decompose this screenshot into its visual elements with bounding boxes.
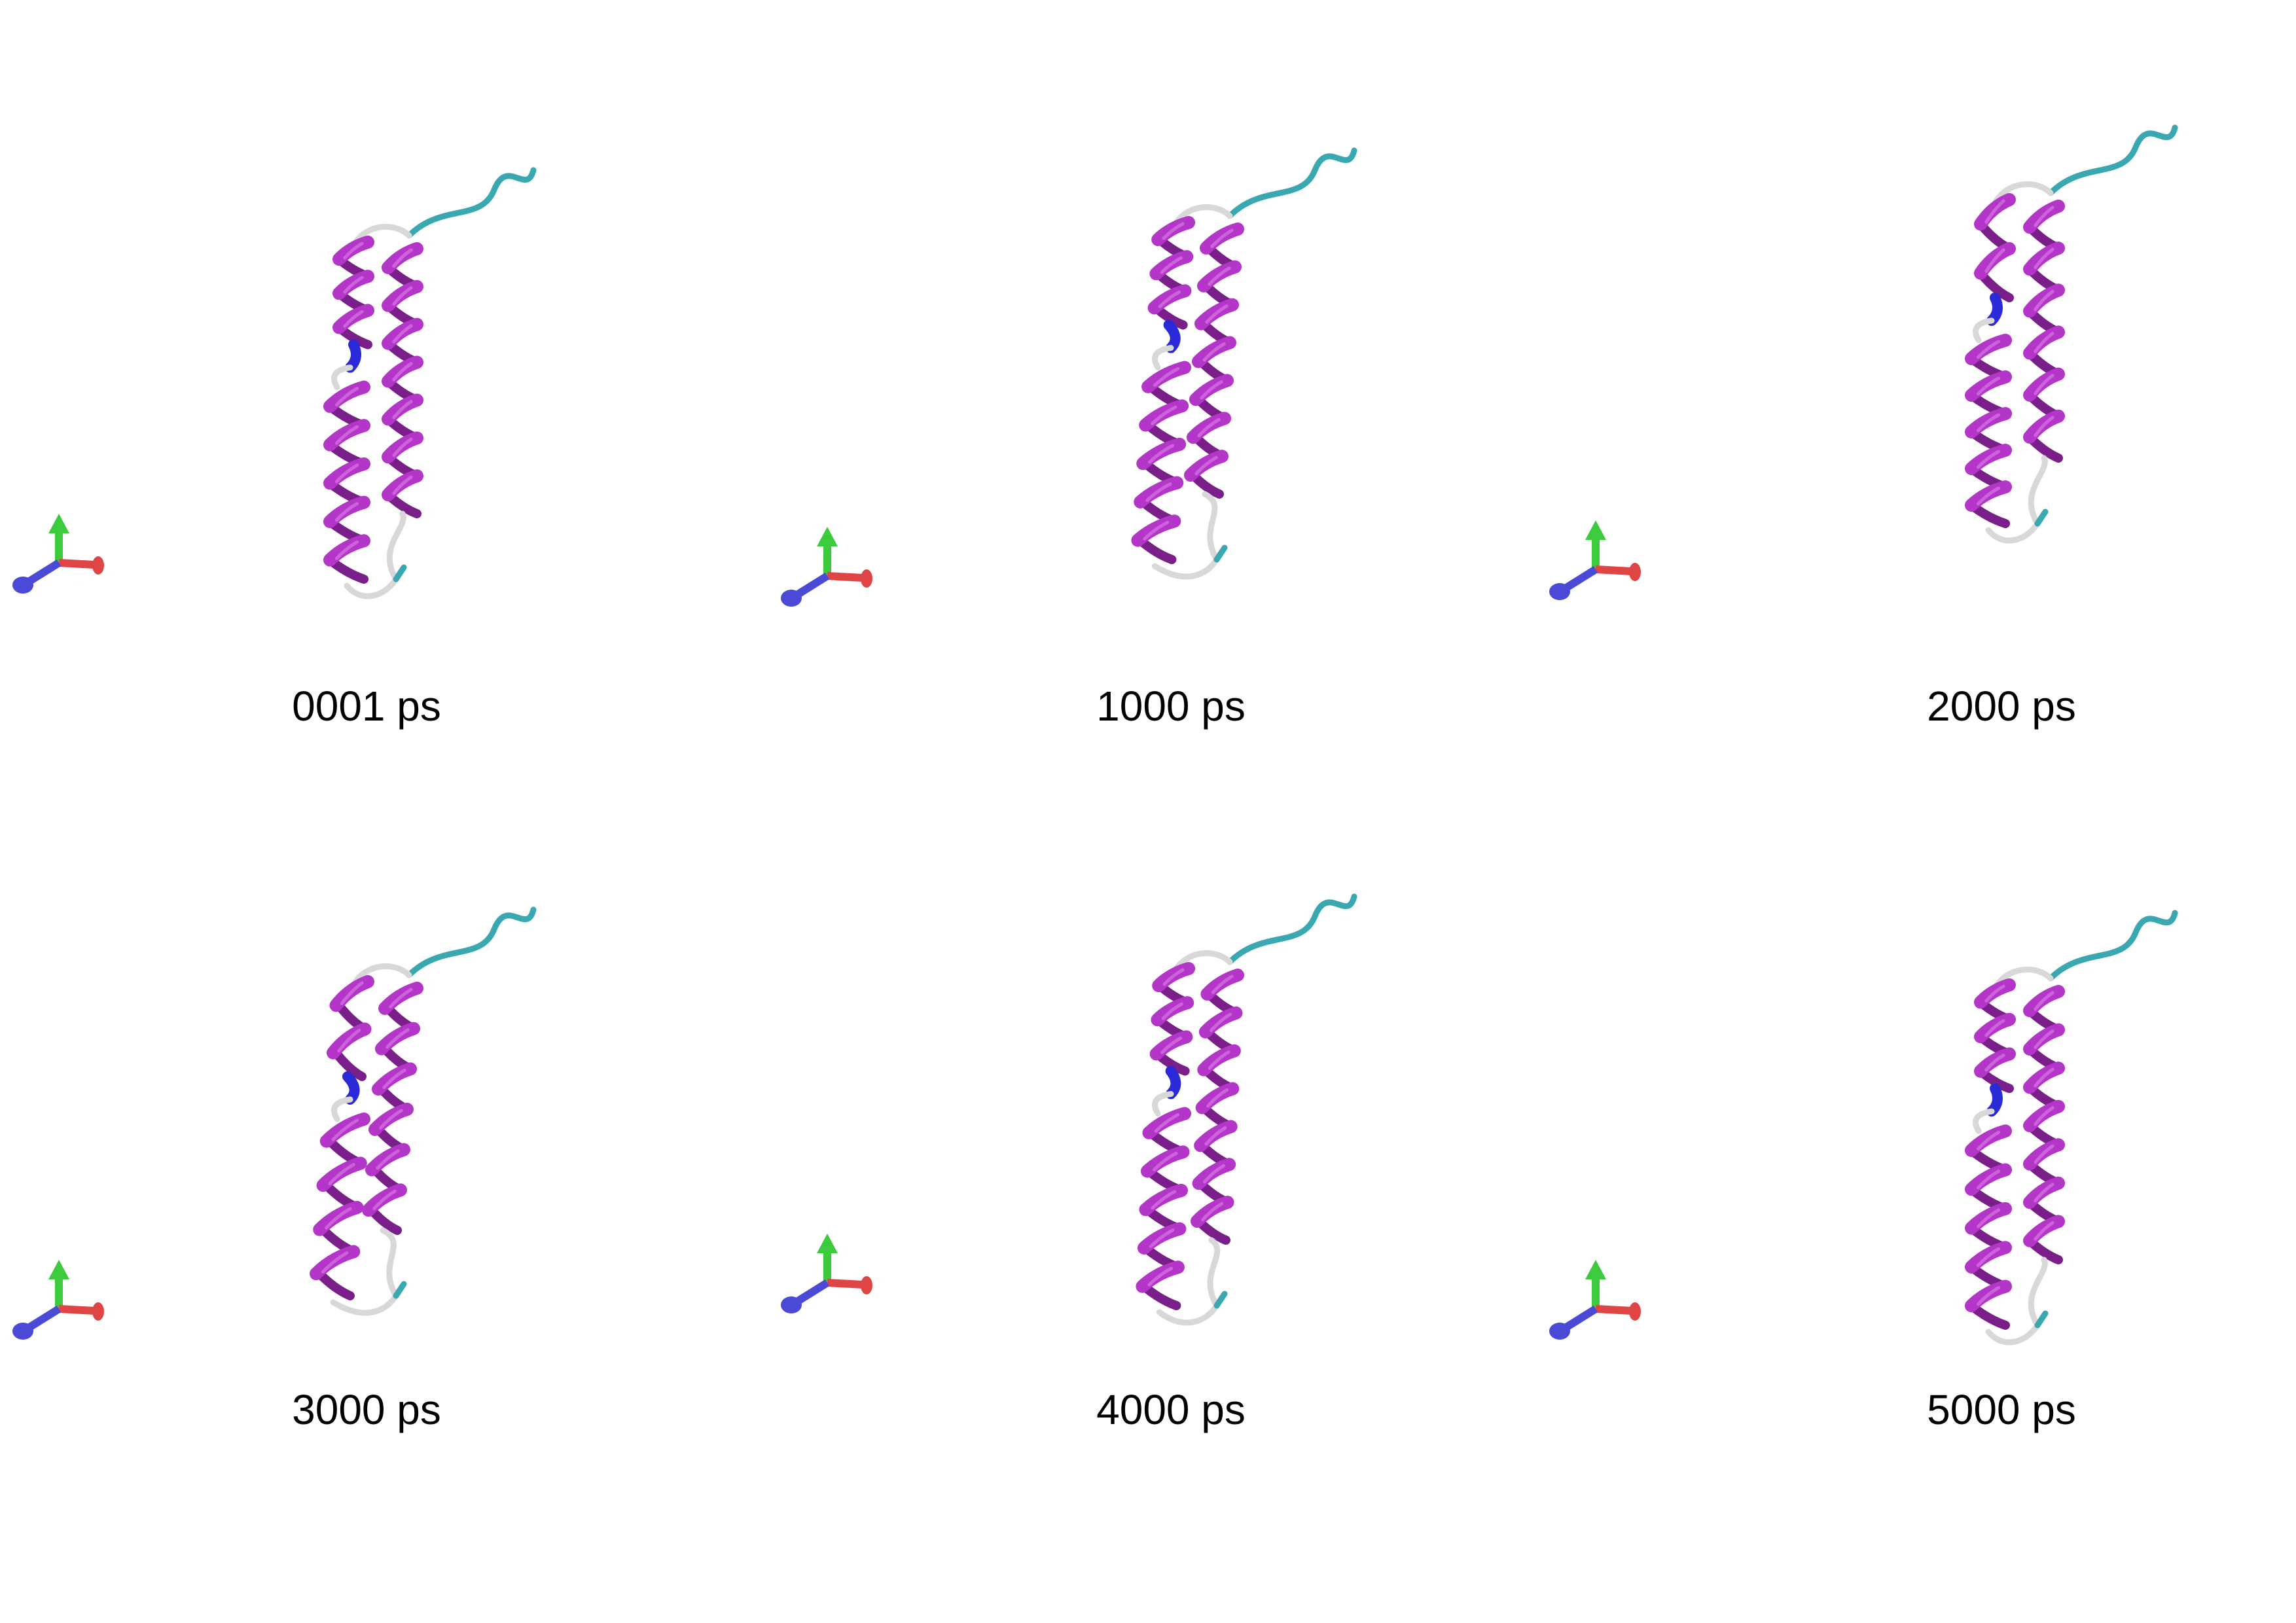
orientation-axes-icon	[1549, 1260, 1641, 1340]
time-label: 0001 ps	[292, 683, 441, 730]
turn-loop	[406, 906, 537, 978]
coil-loop	[331, 365, 353, 391]
alpha-helix	[362, 982, 423, 1235]
orientation-axes-icon	[1549, 520, 1641, 600]
protein-ribbon-structure	[12, 167, 537, 599]
turn-loop	[2034, 508, 2049, 527]
coil-loop	[344, 576, 399, 599]
turn-loop	[1213, 1291, 1228, 1309]
coil-loop	[1985, 520, 2041, 544]
310-helix-segment	[342, 1071, 360, 1105]
orientation-axes-icon	[781, 527, 872, 607]
coil-loop	[330, 1293, 399, 1316]
protein-ribbon-structure	[12, 906, 537, 1340]
310-helix-segment	[1986, 292, 2003, 326]
snapshot-panel: 2000 ps	[1530, 0, 2295, 730]
310-helix-segment	[1163, 319, 1181, 353]
coil-loop	[1151, 556, 1220, 580]
turn-loop	[393, 564, 407, 582]
310-helix-segment	[1165, 1065, 1181, 1099]
turn-loop	[393, 1281, 407, 1299]
turn-loop	[406, 167, 537, 239]
protein-ribbon-structure	[781, 893, 1357, 1326]
coil-loop	[1973, 1108, 1995, 1134]
310-helix-segment	[1986, 1083, 2003, 1117]
turn-loop	[1227, 147, 1357, 219]
alpha-helix	[310, 1113, 370, 1300]
time-label: 3000 ps	[292, 1386, 441, 1433]
snapshot-panel: 4000 ps	[765, 740, 1530, 1433]
alpha-helix	[1191, 969, 1244, 1245]
coil-loop	[331, 1096, 353, 1122]
time-label: 4000 ps	[1096, 1386, 1246, 1433]
alpha-helix	[1974, 978, 2016, 1094]
alpha-helix	[1965, 1124, 2012, 1330]
coil-loop	[1207, 1237, 1221, 1309]
alpha-helix	[327, 975, 374, 1081]
snapshot-panel: 5000 ps	[1530, 740, 2295, 1433]
turn-loop	[1227, 893, 1357, 965]
protein-ribbon-structure	[1549, 124, 2178, 600]
alpha-helix	[1149, 962, 1195, 1076]
alpha-helix	[332, 236, 374, 349]
alpha-helix	[1965, 333, 2012, 528]
turn-loop	[2047, 910, 2178, 982]
alpha-helix	[1974, 193, 2016, 302]
coil-loop	[1156, 1302, 1220, 1326]
coil-loop	[350, 963, 412, 988]
alpha-helix	[1147, 216, 1195, 330]
coil-loop	[2028, 1257, 2048, 1329]
orientation-axes-icon	[12, 514, 104, 594]
coil-loop	[1985, 1322, 2041, 1346]
coil-loop	[380, 1227, 399, 1299]
snapshot-panel: 3000 ps	[0, 740, 765, 1433]
coil-loop	[1992, 181, 2054, 206]
310-helix-segment	[345, 339, 361, 373]
orientation-axes-icon	[12, 1260, 104, 1340]
alpha-helix	[1136, 1107, 1191, 1310]
time-label: 1000 ps	[1096, 683, 1246, 730]
coil-loop	[1152, 1091, 1174, 1117]
alpha-helix	[323, 380, 370, 584]
turn-loop	[2034, 1310, 2049, 1329]
coil-loop	[1202, 491, 1220, 563]
alpha-helix	[2023, 985, 2065, 1264]
alpha-helix	[382, 242, 423, 518]
alpha-helix	[1131, 361, 1191, 564]
time-label: 5000 ps	[1927, 1386, 2076, 1433]
time-label: 2000 ps	[1927, 683, 2076, 730]
coil-loop	[386, 510, 406, 582]
coil-loop	[1973, 317, 1995, 344]
coil-loop	[2028, 455, 2048, 527]
alpha-helix	[1184, 223, 1244, 499]
snapshot-panel: 1000 ps	[765, 0, 1530, 730]
alpha-helix	[2023, 200, 2065, 463]
orientation-axes-icon	[781, 1234, 872, 1313]
protein-ribbon-structure	[781, 147, 1357, 607]
turn-loop	[1213, 544, 1228, 563]
turn-loop	[2047, 124, 2178, 196]
coil-loop	[1152, 345, 1174, 371]
protein-ribbon-structure	[1549, 910, 2178, 1346]
snapshot-panel: 0001 ps	[0, 0, 765, 730]
